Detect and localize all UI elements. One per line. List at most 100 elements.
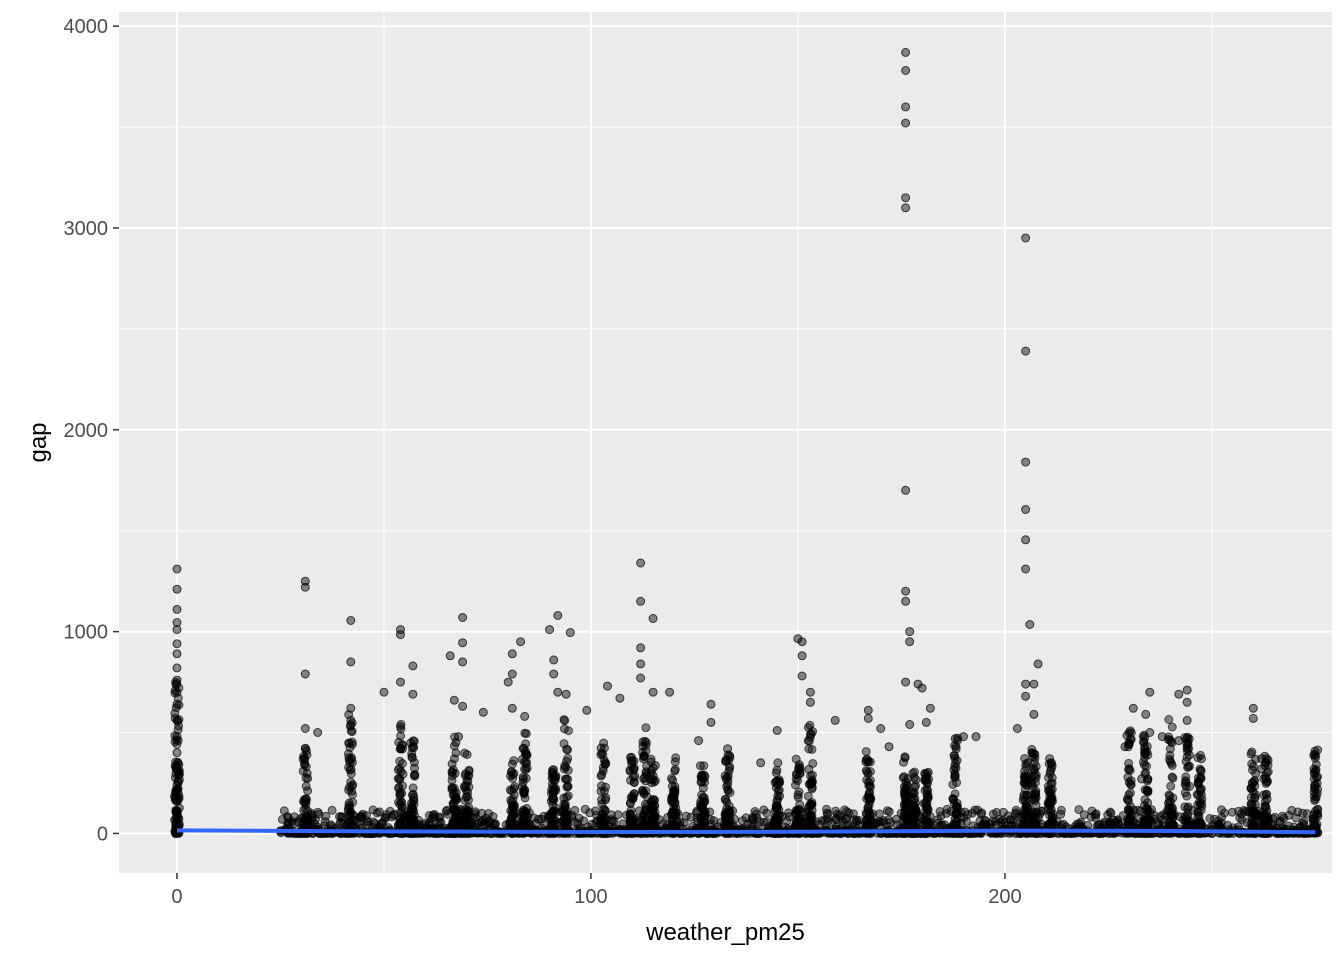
dense-point bbox=[1074, 805, 1084, 815]
cluster-point bbox=[863, 793, 873, 803]
data-point bbox=[905, 637, 915, 647]
dense-point bbox=[1091, 813, 1101, 823]
data-point bbox=[723, 744, 733, 754]
dense-point bbox=[849, 815, 859, 825]
cluster-point bbox=[550, 815, 560, 825]
dense-point bbox=[534, 814, 544, 824]
cluster-point bbox=[344, 738, 354, 748]
data-point bbox=[1025, 620, 1035, 629]
data-point bbox=[1128, 703, 1138, 713]
x-tick-label: 0 bbox=[171, 886, 182, 908]
cluster-point bbox=[803, 736, 813, 746]
cluster-point bbox=[518, 821, 528, 830]
cluster-point bbox=[507, 759, 517, 769]
cluster-point bbox=[638, 737, 648, 747]
cluster-point bbox=[807, 770, 817, 780]
cluster-point bbox=[1309, 750, 1319, 760]
data-point bbox=[1021, 346, 1031, 356]
cluster-point bbox=[921, 816, 931, 826]
data-point bbox=[884, 742, 894, 752]
data-point bbox=[917, 683, 927, 693]
data-point bbox=[454, 732, 463, 742]
cluster-point bbox=[650, 807, 660, 817]
data-point bbox=[516, 637, 526, 647]
dense-point bbox=[998, 807, 1008, 817]
cluster-point bbox=[1196, 798, 1206, 808]
cluster-point bbox=[1122, 731, 1132, 740]
dense-point bbox=[372, 808, 382, 818]
cluster-point bbox=[395, 756, 405, 766]
cluster-point bbox=[1031, 790, 1041, 800]
data-point bbox=[636, 673, 646, 683]
dense-point bbox=[1298, 808, 1308, 818]
cluster-point bbox=[722, 772, 732, 782]
cluster-point bbox=[1030, 753, 1040, 763]
cluster-point bbox=[597, 810, 607, 820]
data-point bbox=[901, 193, 911, 203]
dense-point bbox=[485, 817, 495, 827]
cluster-point bbox=[670, 781, 680, 791]
cluster-point bbox=[626, 819, 636, 829]
cluster-point bbox=[346, 726, 356, 736]
cluster-point bbox=[950, 754, 960, 763]
data-point bbox=[1182, 734, 1192, 744]
cluster-point bbox=[922, 808, 932, 818]
cluster-point bbox=[520, 728, 530, 738]
cluster-point bbox=[394, 774, 404, 783]
cluster-point bbox=[864, 756, 873, 766]
data-point bbox=[1310, 766, 1320, 776]
dense-point bbox=[1011, 805, 1021, 815]
data-point bbox=[1021, 457, 1031, 467]
data-point bbox=[549, 655, 559, 665]
dense-point bbox=[762, 808, 772, 818]
dense-point bbox=[942, 804, 952, 814]
y-axis-title: gap bbox=[25, 422, 52, 462]
cluster-point bbox=[559, 715, 569, 725]
dense-point bbox=[973, 805, 983, 815]
data-point bbox=[172, 687, 182, 697]
cluster-point bbox=[346, 809, 355, 818]
cluster-point bbox=[865, 809, 875, 819]
dense-point bbox=[1284, 810, 1294, 820]
data-point bbox=[172, 715, 182, 725]
data-point bbox=[379, 687, 389, 697]
cluster-point bbox=[1193, 778, 1203, 787]
cluster-point bbox=[506, 771, 515, 781]
y-tick-label: 2000 bbox=[64, 420, 109, 442]
cluster-point bbox=[301, 762, 311, 771]
dense-point bbox=[282, 812, 292, 821]
data-point bbox=[905, 720, 915, 729]
cluster-point bbox=[1194, 811, 1204, 821]
data-point bbox=[905, 627, 915, 637]
cluster-point bbox=[395, 722, 405, 731]
data-point bbox=[706, 717, 716, 727]
data-point bbox=[313, 728, 323, 737]
data-point bbox=[582, 705, 592, 715]
cluster-point bbox=[1142, 785, 1152, 795]
cluster-point bbox=[447, 776, 457, 785]
cluster-point bbox=[900, 752, 910, 762]
data-point bbox=[1012, 724, 1022, 733]
cluster-point bbox=[625, 810, 635, 820]
cluster-point bbox=[1028, 782, 1038, 792]
data-point bbox=[901, 203, 911, 213]
data-point bbox=[172, 564, 182, 574]
cluster-point bbox=[697, 803, 707, 813]
data-point bbox=[478, 707, 488, 717]
data-point bbox=[346, 703, 356, 713]
data-point bbox=[901, 596, 911, 606]
cluster-point bbox=[1140, 742, 1150, 752]
cluster-point bbox=[901, 781, 911, 791]
cluster-point bbox=[1183, 802, 1193, 812]
x-axis-title: weather_pm25 bbox=[645, 919, 805, 946]
data-point bbox=[408, 661, 418, 671]
data-point bbox=[1021, 564, 1031, 574]
data-point bbox=[172, 764, 182, 774]
data-point bbox=[507, 703, 517, 713]
minor-gridlines bbox=[119, 12, 1332, 873]
cluster-point bbox=[561, 774, 571, 784]
data-point bbox=[172, 584, 182, 594]
cluster-point bbox=[548, 782, 558, 792]
cluster-point bbox=[506, 795, 516, 805]
